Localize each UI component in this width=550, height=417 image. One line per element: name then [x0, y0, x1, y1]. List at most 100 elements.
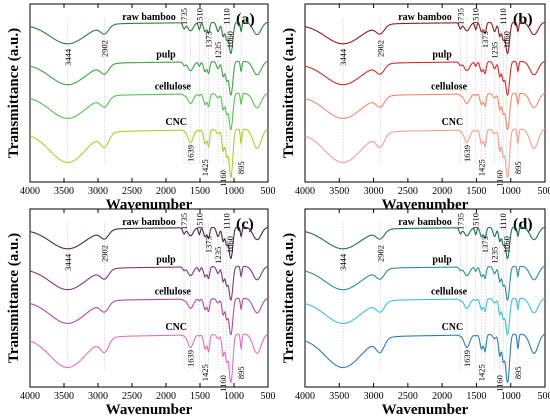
spectrum-line-pulp: [304, 265, 546, 301]
chart-panel-b: 4000 3500 3000 2500 2000 1500 1000 500 Wavenumbe…: [281, 3, 550, 213]
series-label: pulp: [156, 49, 176, 60]
x-tick-label: 2000: [432, 186, 452, 197]
band-annotation: 1425: [477, 159, 487, 176]
spectrum-line-cellulose: [29, 92, 269, 131]
band-annotation: 1373: [480, 236, 490, 253]
spectrum-line-pulp: [29, 60, 269, 96]
x-tick-label: 2000: [156, 186, 176, 197]
band-annotation: 1639: [186, 145, 196, 162]
y-axis-title: Transmittance (a.u.): [281, 28, 297, 158]
series-label: CNC: [442, 117, 464, 128]
band-annotation: 1110: [498, 8, 508, 24]
band-annotation: 1160: [218, 375, 228, 392]
x-tick-label: 2500: [398, 391, 418, 402]
x-axis-title: Wavenumber: [106, 197, 193, 213]
band-annotation: 1510: [194, 8, 204, 25]
x-tick-label: 2500: [398, 186, 418, 197]
chart-panel-c: 4000 3500 3000 2500 2000 1500 1000 500 Wavenumbe…: [6, 208, 276, 417]
plot-frame: [304, 208, 546, 388]
x-tick-label: 2500: [122, 391, 142, 402]
x-tick-label: 1500: [466, 186, 486, 197]
band-annotation: 1060: [225, 236, 235, 253]
spectrum-line-cellulose: [29, 297, 269, 336]
x-tick-label: 500: [538, 186, 550, 197]
band-annotation: 1160: [495, 375, 505, 392]
x-axis-title: Wavenumber: [382, 402, 469, 417]
x-tick-label: 500: [538, 391, 550, 402]
band-annotation: 1060: [502, 236, 512, 253]
band-annotation: 3444: [338, 48, 348, 66]
band-annotation: 1735: [179, 213, 189, 230]
x-tick-label: 2000: [156, 391, 176, 402]
band-annotation: 1235: [213, 42, 223, 59]
x-tick-label: 1000: [224, 186, 244, 197]
band-annotation: 1160: [495, 170, 505, 187]
spectrum-line-pulp: [304, 60, 546, 96]
x-tick-label: 500: [261, 186, 276, 197]
band-annotation: 1425: [477, 364, 487, 381]
spectrum-line-pulp: [29, 265, 269, 301]
band-annotation: 1235: [490, 42, 500, 59]
band-annotation: 3444: [338, 253, 348, 271]
x-tick-label: 3500: [54, 391, 74, 402]
x-tick-label: 3500: [54, 186, 74, 197]
plot-frame: [29, 208, 269, 388]
band-annotation: 1639: [186, 350, 196, 367]
band-annotation: 1639: [462, 145, 472, 162]
series-label: pulp: [156, 254, 176, 265]
spectrum-line-raw-bamboo: [304, 226, 546, 260]
band-annotation: 895: [513, 161, 523, 174]
band-annotation: 2902: [100, 40, 110, 57]
band-annotation: 1510: [194, 213, 204, 230]
series-label: pulp: [432, 49, 452, 60]
x-tick-label: 4000: [295, 186, 315, 197]
x-tick-label: 2000: [432, 391, 452, 402]
band-annotation: 1425: [200, 364, 210, 381]
spectrum-line-raw-bamboo: [29, 21, 269, 55]
spectrum-line-cnc: [304, 333, 546, 384]
spectrum-line-cellulose: [304, 92, 546, 131]
series-label: cellulose: [155, 286, 192, 297]
spectrum-line-raw-bamboo: [29, 226, 269, 260]
series-label: raw bamboo: [398, 12, 452, 23]
plot-frame: [29, 3, 269, 183]
x-tick-label: 500: [261, 391, 276, 402]
series-label: CNC: [165, 322, 187, 333]
band-annotation: 2902: [375, 40, 385, 57]
chart-panel-d: 4000 3500 3000 2500 2000 1500 1000 500 Wavenumbe…: [281, 208, 550, 417]
spectrum-line-cnc: [304, 128, 546, 179]
band-annotation: 2902: [100, 245, 110, 262]
y-axis-title: Transmittance (a.u.): [6, 28, 22, 158]
spectrum-line-cnc: [29, 128, 269, 179]
band-annotation: 1425: [200, 159, 210, 176]
band-annotation: 1373: [480, 31, 490, 48]
x-tick-label: 1500: [466, 391, 486, 402]
band-annotation: 895: [236, 161, 246, 174]
band-annotation: 1510: [471, 213, 481, 230]
x-axis-title: Wavenumber: [106, 402, 193, 417]
series-label: pulp: [432, 254, 452, 265]
series-label: raw bamboo: [398, 217, 452, 228]
spectrum-line-raw-bamboo: [304, 21, 546, 55]
band-annotation: 1735: [455, 8, 465, 25]
x-tick-label: 3000: [364, 186, 384, 197]
band-annotation: 1110: [498, 213, 508, 229]
x-tick-label: 1500: [190, 391, 210, 402]
band-annotation: 1639: [462, 350, 472, 367]
y-axis-title: Transmittance (a.u.): [281, 233, 297, 363]
x-tick-label: 4000: [20, 391, 40, 402]
band-annotation: 1735: [179, 8, 189, 25]
band-annotation: 1510: [471, 8, 481, 25]
x-tick-label: 1000: [501, 391, 521, 402]
panel-label: (b): [513, 11, 533, 28]
band-annotation: 1110: [222, 213, 232, 229]
x-tick-label: 3500: [329, 186, 349, 197]
band-annotation: 1735: [455, 213, 465, 230]
series-label: raw bamboo: [122, 217, 176, 228]
series-label: cellulose: [155, 81, 192, 92]
band-annotation: 895: [513, 366, 523, 379]
x-tick-label: 3000: [88, 391, 108, 402]
band-annotation: 1373: [204, 236, 214, 253]
band-annotation: 1235: [213, 247, 223, 264]
